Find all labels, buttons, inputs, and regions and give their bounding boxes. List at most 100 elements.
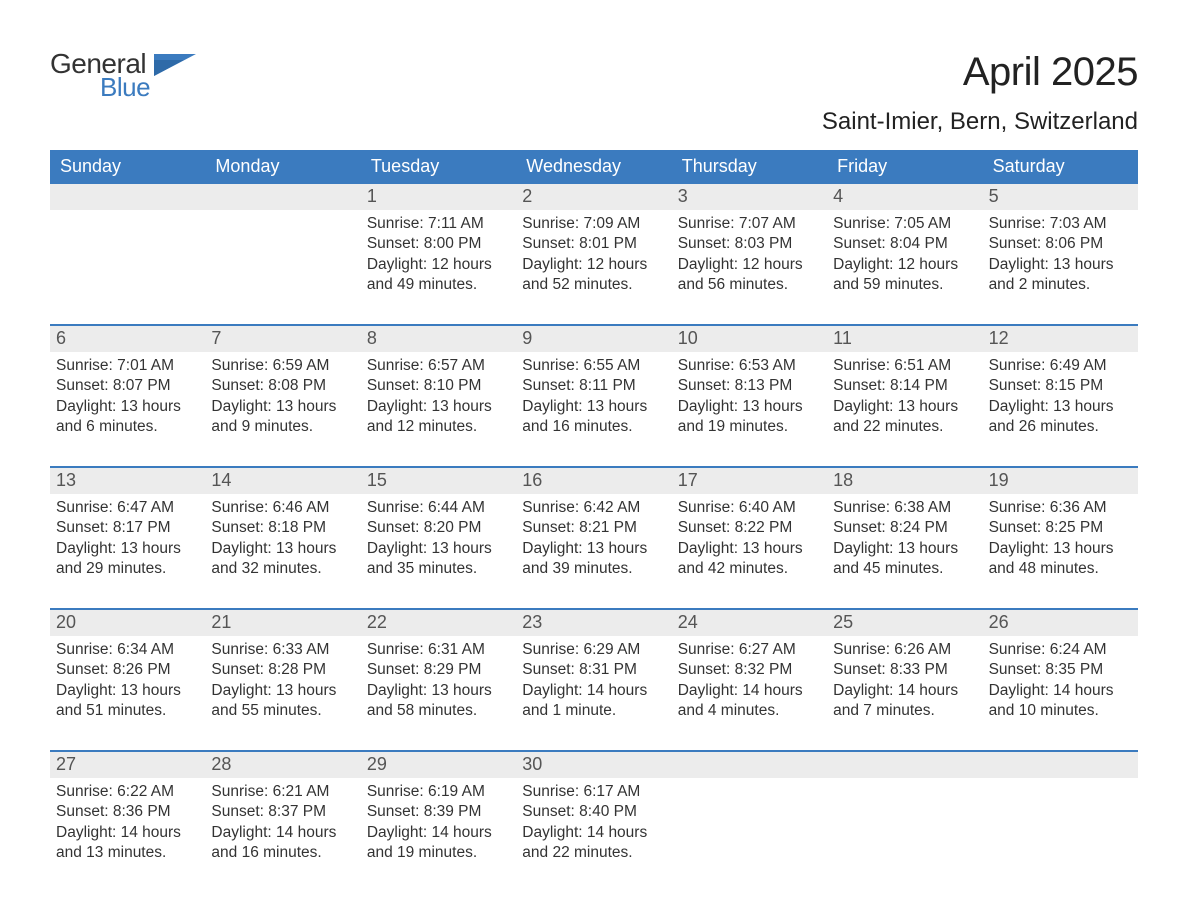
day-info: Sunrise: 6:38 AMSunset: 8:24 PMDaylight:… <box>833 498 976 580</box>
sunrise-text: Sunrise: 6:33 AM <box>211 640 354 660</box>
day-info: Sunrise: 6:49 AMSunset: 8:15 PMDaylight:… <box>989 356 1132 438</box>
sunrise-text: Sunrise: 6:26 AM <box>833 640 976 660</box>
day-info: Sunrise: 7:01 AMSunset: 8:07 PMDaylight:… <box>56 356 199 438</box>
day-info: Sunrise: 6:53 AMSunset: 8:13 PMDaylight:… <box>678 356 821 438</box>
day-number: 5 <box>983 184 1138 210</box>
sunset-text: Sunset: 8:26 PM <box>56 660 199 680</box>
day-cell: 9 Sunrise: 6:55 AMSunset: 8:11 PMDaylight… <box>516 326 671 444</box>
daylight-text: Daylight: 14 hours and 13 minutes. <box>56 823 199 864</box>
day-info: Sunrise: 6:42 AMSunset: 8:21 PMDaylight:… <box>522 498 665 580</box>
flag-icon <box>154 54 196 85</box>
day-cell: 19Sunrise: 6:36 AMSunset: 8:25 PMDayligh… <box>983 468 1138 586</box>
sunset-text: Sunset: 8:33 PM <box>833 660 976 680</box>
sunset-text: Sunset: 8:29 PM <box>367 660 510 680</box>
day-cell: 7Sunrise: 6:59 AMSunset: 8:08 PMDaylight… <box>205 326 360 444</box>
day-cell: 28Sunrise: 6:21 AMSunset: 8:37 PMDayligh… <box>205 752 360 870</box>
day-info: Sunrise: 6:55 AMSunset: 8:11 PMDaylight:… <box>522 356 665 438</box>
day-number: 13 <box>50 468 205 494</box>
daylight-text: Daylight: 12 hours and 49 minutes. <box>367 255 510 296</box>
day-cell: 2 Sunrise: 7:09 AMSunset: 8:01 PMDaylight… <box>516 184 671 302</box>
day-cell: 22 Sunrise: 6:31 AMSunset: 8:29 PMDayligh… <box>361 610 516 728</box>
day-info: Sunrise: 7:05 AMSunset: 8:04 PMDaylight:… <box>833 214 976 296</box>
location: Saint-Imier, Bern, Switzerland <box>50 108 1138 136</box>
sunrise-text: Sunrise: 7:09 AM <box>522 214 665 234</box>
sunrise-text: Sunrise: 6:47 AM <box>56 498 199 518</box>
daylight-text: Daylight: 13 hours and 12 minutes. <box>367 397 510 438</box>
day-cell: 15 Sunrise: 6:44 AMSunset: 8:20 PMDayligh… <box>361 468 516 586</box>
sunrise-text: Sunrise: 6:57 AM <box>367 356 510 376</box>
day-number <box>983 752 1138 778</box>
sunrise-text: Sunrise: 6:38 AM <box>833 498 976 518</box>
day-number: 29 <box>361 752 516 778</box>
sunrise-text: Sunrise: 6:36 AM <box>989 498 1132 518</box>
weekday-header: Thursday <box>672 150 827 184</box>
sunset-text: Sunset: 8:17 PM <box>56 518 199 538</box>
day-number <box>672 752 827 778</box>
day-number: 12 <box>983 326 1138 352</box>
logo-text: General Blue <box>50 50 150 100</box>
day-number: 30 <box>516 752 671 778</box>
sunrise-text: Sunrise: 7:07 AM <box>678 214 821 234</box>
sunrise-text: Sunrise: 6:17 AM <box>522 782 665 802</box>
day-cell: 16Sunrise: 6:42 AMSunset: 8:21 PMDayligh… <box>516 468 671 586</box>
logo-blue: Blue <box>100 74 150 100</box>
weekday-header: Sunday <box>50 150 205 184</box>
day-number: 8 <box>361 326 516 352</box>
daylight-text: Daylight: 13 hours and 42 minutes. <box>678 539 821 580</box>
daylight-text: Daylight: 13 hours and 48 minutes. <box>989 539 1132 580</box>
day-cell: 8Sunrise: 6:57 AMSunset: 8:10 PMDaylight… <box>361 326 516 444</box>
sunset-text: Sunset: 8:32 PM <box>678 660 821 680</box>
day-cell <box>983 752 1138 870</box>
sunrise-text: Sunrise: 6:21 AM <box>211 782 354 802</box>
day-number: 15 <box>361 468 516 494</box>
daylight-text: Daylight: 12 hours and 52 minutes. <box>522 255 665 296</box>
day-number: 17 <box>672 468 827 494</box>
day-info: Sunrise: 6:22 AMSunset: 8:36 PMDaylight:… <box>56 782 199 864</box>
day-cell: 10 Sunrise: 6:53 AMSunset: 8:13 PMDayligh… <box>672 326 827 444</box>
sunset-text: Sunset: 8:28 PM <box>211 660 354 680</box>
day-cell: 5Sunrise: 7:03 AMSunset: 8:06 PMDaylight… <box>983 184 1138 302</box>
sunrise-text: Sunrise: 6:53 AM <box>678 356 821 376</box>
day-cell: 30Sunrise: 6:17 AMSunset: 8:40 PMDayligh… <box>516 752 671 870</box>
sunset-text: Sunset: 8:03 PM <box>678 234 821 254</box>
day-cell: 21Sunrise: 6:33 AMSunset: 8:28 PMDayligh… <box>205 610 360 728</box>
daylight-text: Daylight: 14 hours and 4 minutes. <box>678 681 821 722</box>
title-block: April 2025 <box>963 50 1138 95</box>
day-number: 10 <box>672 326 827 352</box>
day-number <box>827 752 982 778</box>
day-info: Sunrise: 6:33 AMSunset: 8:28 PMDaylight:… <box>211 640 354 722</box>
day-info: Sunrise: 7:09 AMSunset: 8:01 PMDaylight:… <box>522 214 665 296</box>
day-cell: 11Sunrise: 6:51 AMSunset: 8:14 PMDayligh… <box>827 326 982 444</box>
day-info: Sunrise: 6:40 AMSunset: 8:22 PMDaylight:… <box>678 498 821 580</box>
sunrise-text: Sunrise: 7:01 AM <box>56 356 199 376</box>
daylight-text: Daylight: 13 hours and 35 minutes. <box>367 539 510 580</box>
day-info: Sunrise: 6:21 AMSunset: 8:37 PMDaylight:… <box>211 782 354 864</box>
day-cell: 27Sunrise: 6:22 AMSunset: 8:36 PMDayligh… <box>50 752 205 870</box>
day-number: 24 <box>672 610 827 636</box>
day-info: Sunrise: 6:44 AMSunset: 8:20 PMDaylight:… <box>367 498 510 580</box>
day-cell: 12 Sunrise: 6:49 AMSunset: 8:15 PMDayligh… <box>983 326 1138 444</box>
daylight-text: Daylight: 13 hours and 58 minutes. <box>367 681 510 722</box>
sunset-text: Sunset: 8:20 PM <box>367 518 510 538</box>
weekday-header: Saturday <box>983 150 1138 184</box>
day-number: 4 <box>827 184 982 210</box>
sunrise-text: Sunrise: 6:19 AM <box>367 782 510 802</box>
sunrise-text: Sunrise: 6:27 AM <box>678 640 821 660</box>
day-cell: 23Sunrise: 6:29 AMSunset: 8:31 PMDayligh… <box>516 610 671 728</box>
day-number <box>50 184 205 210</box>
sunset-text: Sunset: 8:31 PM <box>522 660 665 680</box>
daylight-text: Daylight: 13 hours and 29 minutes. <box>56 539 199 580</box>
day-number: 14 <box>205 468 360 494</box>
day-cell: 26Sunrise: 6:24 AMSunset: 8:35 PMDayligh… <box>983 610 1138 728</box>
day-number: 9 <box>516 326 671 352</box>
day-number: 3 <box>672 184 827 210</box>
sunset-text: Sunset: 8:00 PM <box>367 234 510 254</box>
sunrise-text: Sunrise: 6:31 AM <box>367 640 510 660</box>
sunset-text: Sunset: 8:07 PM <box>56 376 199 396</box>
sunset-text: Sunset: 8:06 PM <box>989 234 1132 254</box>
sunrise-text: Sunrise: 6:34 AM <box>56 640 199 660</box>
sunrise-text: Sunrise: 6:59 AM <box>211 356 354 376</box>
day-number: 22 <box>361 610 516 636</box>
day-number: 2 <box>516 184 671 210</box>
day-cell: 1Sunrise: 7:11 AMSunset: 8:00 PMDaylight… <box>361 184 516 302</box>
